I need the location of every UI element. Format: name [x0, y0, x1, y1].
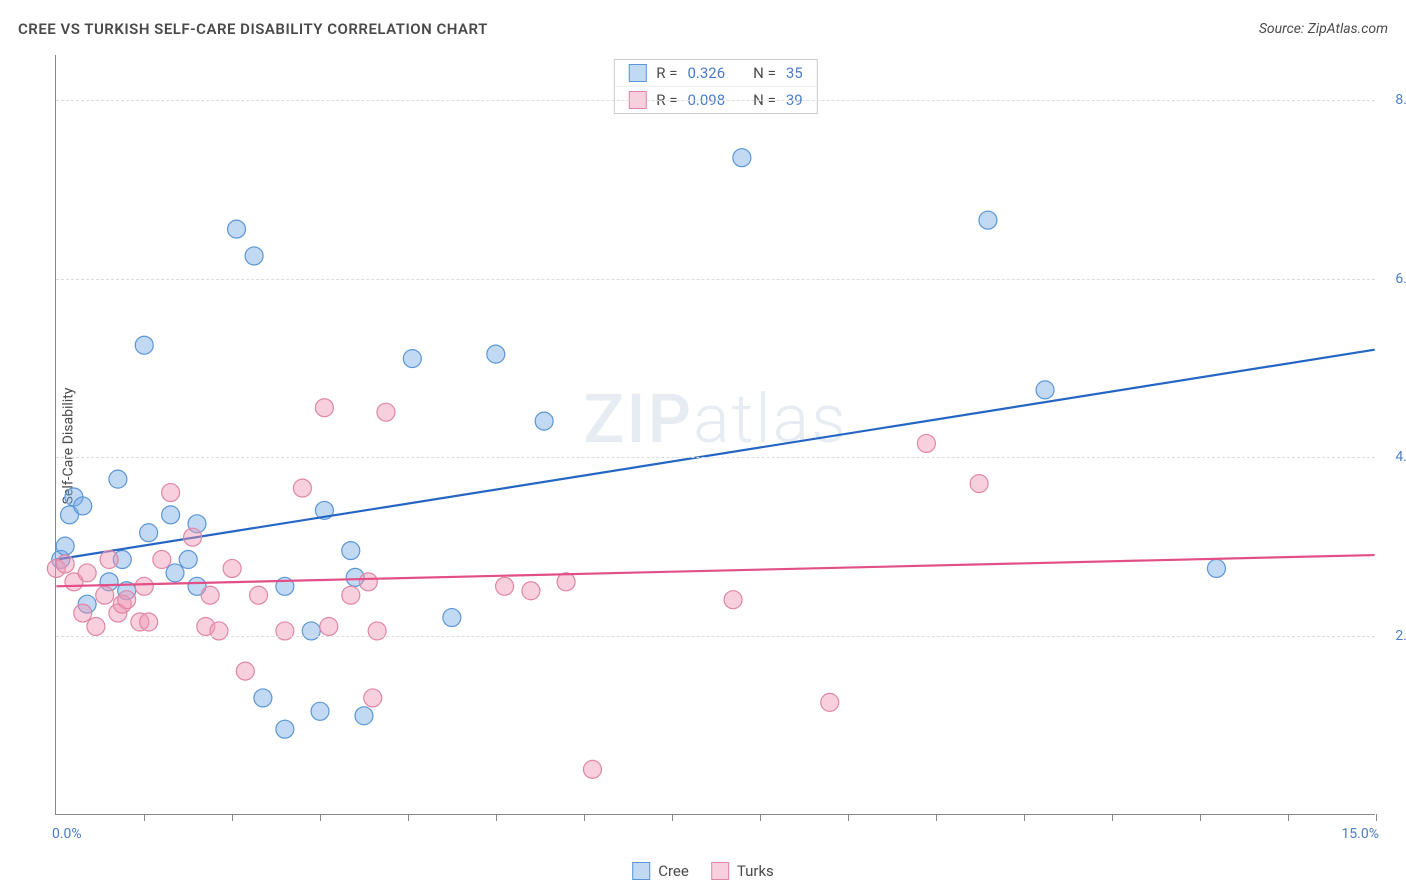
- data-point: [342, 586, 360, 604]
- data-point: [140, 613, 158, 631]
- plot-svg: [56, 55, 1375, 814]
- x-tick: [144, 814, 145, 821]
- data-point: [210, 622, 228, 640]
- x-tick: [232, 814, 233, 821]
- data-point: [201, 586, 219, 604]
- data-point: [302, 622, 320, 640]
- trend-line: [56, 350, 1374, 560]
- x-tick: [1376, 814, 1377, 821]
- legend-item-turks: Turks: [711, 862, 774, 880]
- y-tick-label: 4.0%: [1379, 449, 1406, 465]
- chart-container: CREE VS TURKISH SELF-CARE DISABILITY COR…: [0, 0, 1406, 892]
- gridline-h: [56, 100, 1375, 101]
- x-tick: [496, 814, 497, 821]
- data-point: [342, 542, 360, 560]
- x-tick: [1112, 814, 1113, 821]
- data-point: [56, 537, 74, 555]
- data-point: [724, 591, 742, 609]
- data-point: [293, 479, 311, 497]
- x-tick: [1288, 814, 1289, 821]
- data-point: [87, 617, 105, 635]
- trend-line: [56, 555, 1374, 586]
- data-point: [166, 564, 184, 582]
- data-point: [917, 434, 935, 452]
- data-point: [368, 622, 386, 640]
- gridline-h: [56, 279, 1375, 280]
- data-point: [74, 604, 92, 622]
- data-point: [109, 470, 127, 488]
- data-point: [184, 528, 202, 546]
- data-point: [311, 702, 329, 720]
- data-point: [228, 220, 246, 238]
- data-point: [135, 336, 153, 354]
- data-point: [535, 412, 553, 430]
- data-point: [355, 707, 373, 725]
- plot-area: ZIPatlas R = 0.326 N = 35 R = 0.098 N = …: [55, 55, 1375, 815]
- data-point: [1207, 559, 1225, 577]
- data-point: [1036, 381, 1054, 399]
- legend-item-cree: Cree: [632, 862, 689, 880]
- data-point: [276, 720, 294, 738]
- gridline-h: [56, 457, 1375, 458]
- legend-label-cree: Cree: [658, 862, 689, 880]
- chart-title: CREE VS TURKISH SELF-CARE DISABILITY COR…: [18, 20, 488, 38]
- data-point: [557, 573, 575, 591]
- data-point: [140, 524, 158, 542]
- data-point: [100, 551, 118, 569]
- x-tick: [584, 814, 585, 821]
- data-point: [96, 586, 114, 604]
- source-attribution: Source: ZipAtlas.com: [1259, 21, 1388, 37]
- x-tick: [1200, 814, 1201, 821]
- data-point: [179, 551, 197, 569]
- data-point: [276, 622, 294, 640]
- data-point: [403, 350, 421, 368]
- x-axis-max-label: 15.0%: [1341, 826, 1379, 842]
- x-tick: [320, 814, 321, 821]
- y-tick-label: 8.0%: [1379, 92, 1406, 108]
- data-point: [979, 211, 997, 229]
- data-point: [821, 693, 839, 711]
- data-point: [315, 399, 333, 417]
- y-tick-label: 6.0%: [1379, 271, 1406, 287]
- legend-label-turks: Turks: [737, 862, 774, 880]
- header-row: CREE VS TURKISH SELF-CARE DISABILITY COR…: [18, 20, 1388, 38]
- data-point: [245, 247, 263, 265]
- data-point: [56, 555, 74, 573]
- gridline-h: [56, 636, 1375, 637]
- x-axis-min-label: 0.0%: [52, 826, 82, 842]
- data-point: [223, 559, 241, 577]
- data-point: [162, 506, 180, 524]
- data-point: [377, 403, 395, 421]
- data-point: [254, 689, 272, 707]
- swatch-turks: [711, 862, 729, 880]
- x-tick: [936, 814, 937, 821]
- data-point: [250, 586, 268, 604]
- data-point: [135, 577, 153, 595]
- data-point: [583, 760, 601, 778]
- data-point: [236, 662, 254, 680]
- data-point: [162, 484, 180, 502]
- data-point: [78, 564, 96, 582]
- data-point: [970, 475, 988, 493]
- data-point: [153, 551, 171, 569]
- data-point: [487, 345, 505, 363]
- data-point: [496, 577, 514, 595]
- data-point: [443, 609, 461, 627]
- swatch-cree: [632, 862, 650, 880]
- data-point: [74, 497, 92, 515]
- x-tick: [760, 814, 761, 821]
- x-tick: [408, 814, 409, 821]
- x-tick: [1024, 814, 1025, 821]
- legend-series: Cree Turks: [632, 862, 774, 880]
- data-point: [522, 582, 540, 600]
- data-point: [364, 689, 382, 707]
- data-point: [320, 617, 338, 635]
- data-point: [359, 573, 377, 591]
- y-tick-label: 2.0%: [1379, 628, 1406, 644]
- data-point: [118, 591, 136, 609]
- x-tick: [848, 814, 849, 821]
- x-tick: [672, 814, 673, 821]
- data-point: [733, 149, 751, 167]
